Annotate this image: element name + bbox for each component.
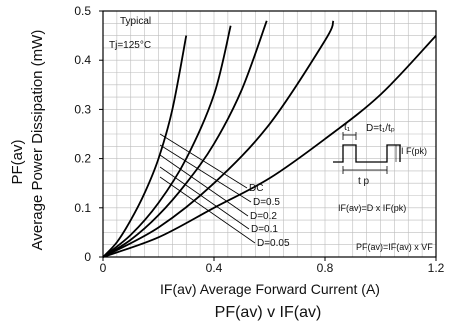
x-tick-label: 0.4 (206, 261, 223, 275)
ticks: 0 0.4 0.8 1.2 0 0.1 0.2 0.3 0.4 0.5 (74, 4, 444, 275)
series-line-d-0-2 (102, 20, 268, 258)
series-line-d-0-5 (102, 20, 335, 258)
leader-d-0-2 (159, 154, 249, 217)
y-tick-label: 0.1 (74, 201, 91, 215)
x-tick-label: 0 (100, 261, 107, 275)
plot-frame (102, 10, 437, 258)
x-axis-label: IF(av) Average Forward Current (A) (160, 281, 380, 297)
series-label-dc: DC (249, 183, 263, 194)
x-tick-label: 0.8 (317, 261, 334, 275)
pulse-tp-label: t p (358, 176, 370, 187)
y-tick-label: 0.5 (74, 4, 91, 18)
pulse-diagram (333, 132, 401, 174)
y-tick-label: 0.3 (74, 102, 91, 116)
series-line-d-0-1 (102, 25, 232, 258)
series-line-d-0-05 (102, 35, 188, 258)
pulse-formula: D=t₁/tₚ (366, 123, 395, 134)
series-label-d-0-1: D=0.1 (251, 224, 278, 235)
series-label-d-0-5: D=0.5 (253, 197, 280, 208)
formula-pfav: PF(av)=IF(av) x VF (356, 242, 433, 252)
y-axis-label: Average Power Dissipation (mW) (29, 30, 46, 251)
leader-d-0-1 (159, 166, 250, 230)
chart-title: PF(av) v IF(av) (215, 304, 322, 321)
leader-d-0-5 (159, 144, 252, 203)
curves (102, 20, 437, 258)
y-tick-label: 0 (84, 250, 91, 264)
series-label-d-0-2: D=0.2 (250, 211, 277, 222)
series-line-dc (102, 34, 437, 258)
leader-d-0-05 (159, 176, 256, 244)
x-tick-label: 1.2 (428, 261, 445, 275)
pulse-t1-label: t₁ (344, 122, 351, 133)
series-labels: DC D=0.5 D=0.2 D=0.1 D=0.05 (249, 183, 290, 249)
pulse-ifpk-label: I F(pk) (401, 146, 427, 156)
typical-label: Typical (120, 16, 151, 27)
series-leaders (159, 133, 256, 244)
y-tick-label: 0.2 (74, 152, 91, 166)
y-tick-label: 0.4 (74, 53, 91, 67)
y-axis-label-top: PF(av) (9, 139, 26, 184)
series-label-d-0-05: D=0.05 (257, 238, 290, 249)
grid (103, 11, 436, 257)
formula-ifav: IF(av)=D x IF(pk) (338, 203, 406, 213)
leader-dc (159, 133, 248, 189)
tj-label: Tj=125°C (109, 40, 151, 51)
